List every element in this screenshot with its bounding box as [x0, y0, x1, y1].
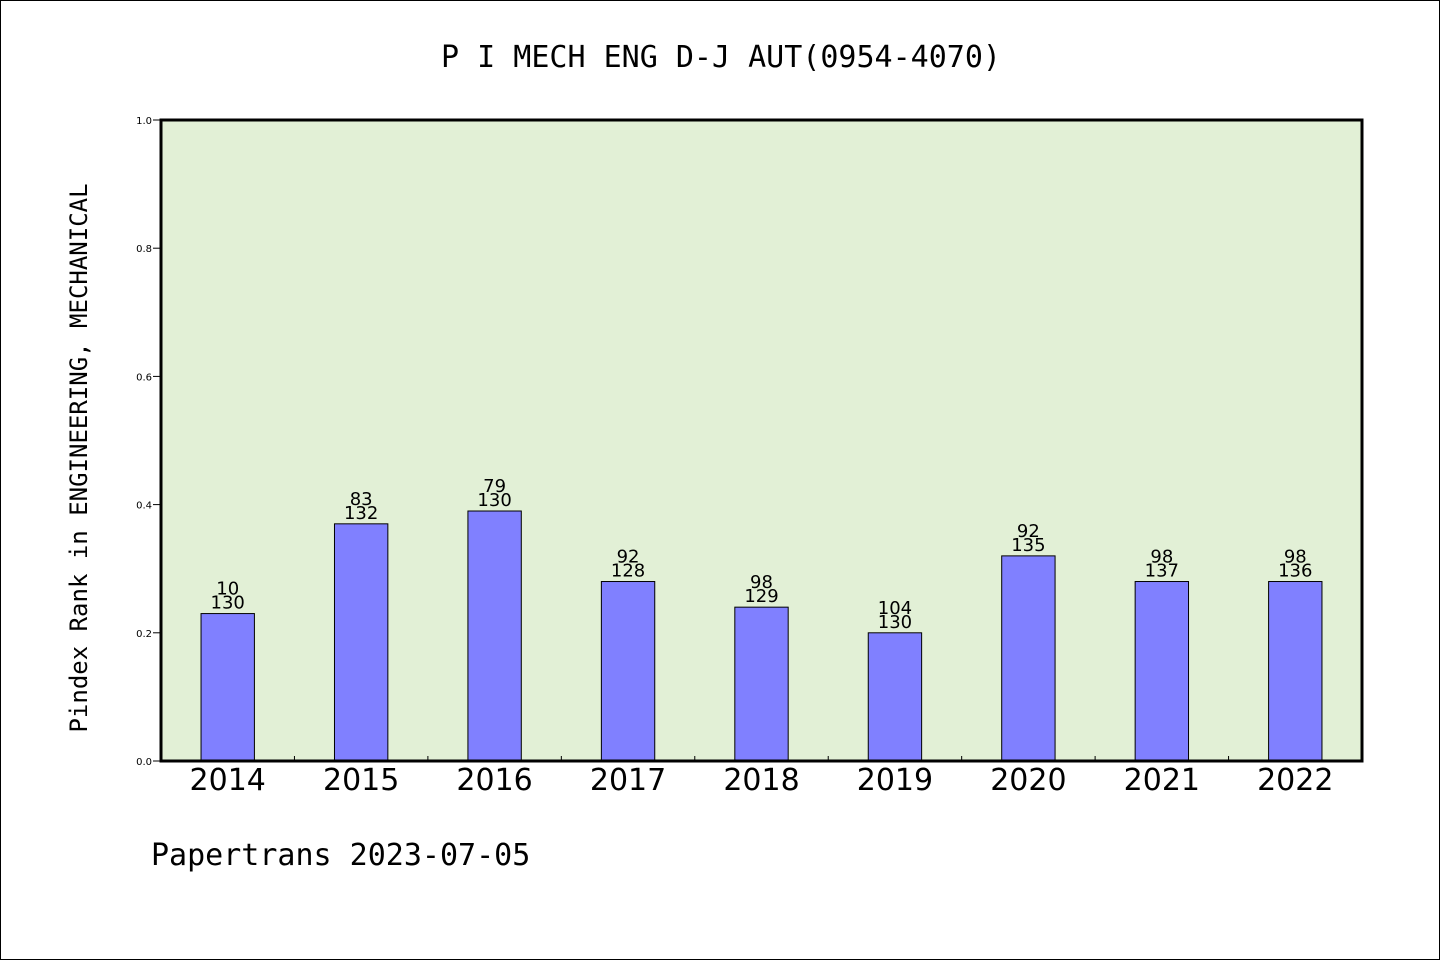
y-tick-label: 0.2	[136, 629, 152, 640]
bar-2015	[333, 523, 389, 762]
bar-total-label: 130	[211, 593, 245, 614]
x-tick-label: 2018	[723, 763, 799, 798]
bar-rank-label: 79	[483, 476, 506, 497]
bar-rank-label: 92	[617, 547, 640, 568]
x-tick-label: 2020	[990, 763, 1066, 798]
bar-total-label: 129	[744, 586, 778, 607]
x-tick-label: 2019	[857, 763, 933, 798]
plot-border	[159, 118, 1364, 763]
bar-total-label: 128	[611, 561, 645, 582]
y-tick-label: 0.6	[136, 372, 152, 383]
x-axis: 2014 2015 2016 2017 2018 2019 2020 2021 2022	[190, 756, 1333, 798]
bar-2018	[734, 606, 789, 762]
bar-2014	[200, 613, 255, 762]
x-tick-label: 2014	[190, 763, 266, 798]
x-tick-label: 2021	[1124, 763, 1200, 798]
x-tick-label: 2015	[323, 763, 399, 798]
bar-rank-label: 98	[1284, 547, 1307, 568]
bar-total-label: 132	[344, 503, 378, 524]
x-tick-label: 2017	[590, 763, 666, 798]
y-axis-label: Pindex Rank in ENGINEERING, MECHANICAL	[65, 183, 93, 732]
bar-total-label: 130	[878, 612, 912, 633]
bar-2020	[1001, 555, 1056, 762]
bar-rank-label: 92	[1017, 521, 1040, 542]
chart-title: P I MECH ENG D-J AUT(0954-4070)	[441, 40, 1001, 75]
bar-rank-label: 10	[216, 579, 239, 600]
y-axis: 0.0 0.2 0.4 0.6 0.8 1.0	[136, 116, 161, 768]
bar-total-label: 130	[477, 490, 511, 511]
bar-rank-label: 104	[878, 598, 912, 619]
y-tick-label: 0.8	[136, 244, 152, 255]
y-tick-label: 0.4	[136, 501, 152, 512]
bar-rank-label: 98	[750, 572, 773, 593]
y-tick-label: 1.0	[136, 116, 152, 127]
y-tick-label: 0.0	[136, 757, 152, 768]
bar-series: 1013083132791309212898129104130921359813…	[200, 476, 1323, 762]
bar-2022	[1268, 581, 1323, 762]
bar-rank-label: 98	[1150, 547, 1173, 568]
x-tick-label: 2016	[456, 763, 532, 798]
bar-2017	[600, 581, 656, 762]
bar-2019	[867, 632, 923, 762]
bar-total-label: 136	[1278, 561, 1312, 582]
bar-total-label: 135	[1011, 535, 1045, 556]
bar-total-label: 137	[1145, 561, 1179, 582]
bar-2021	[1134, 581, 1190, 762]
bar-2016	[467, 510, 522, 762]
footer-credit: Papertrans 2023-07-05	[151, 838, 530, 873]
x-tick-label: 2022	[1257, 763, 1333, 798]
bar-rank-label: 83	[350, 489, 373, 510]
